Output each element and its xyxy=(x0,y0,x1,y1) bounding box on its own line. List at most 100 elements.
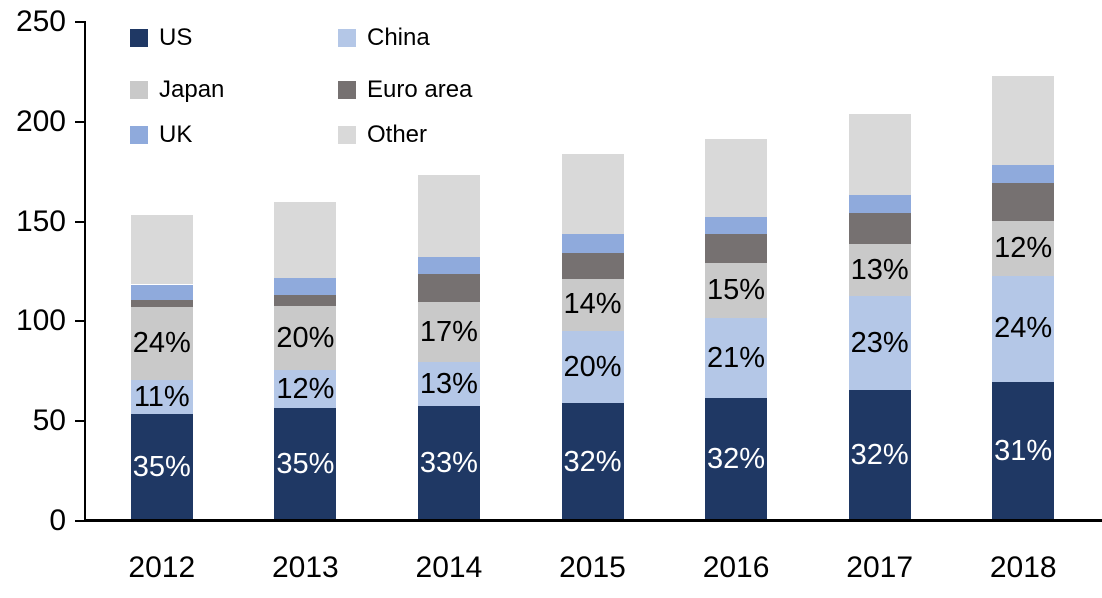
segment-percentage-label: 17% xyxy=(419,315,478,348)
x-axis-line xyxy=(84,519,1102,522)
bar-segment-japan: 12% xyxy=(992,220,1055,276)
bar-group-2017: 32% 23% 13% xyxy=(848,22,911,521)
bar-segment-uk xyxy=(274,277,337,296)
bar-segment-us: 32% xyxy=(561,403,624,521)
bar-segment-japan: 24% xyxy=(130,307,193,381)
segment-percentage-label: 32% xyxy=(707,443,766,476)
bar-segment-china: 11% xyxy=(130,380,193,415)
bar-group-2013: 35% 12% 20% xyxy=(274,22,337,521)
bar-segment-other xyxy=(561,153,624,234)
bar-segment-euro-area xyxy=(992,182,1055,221)
bar-segment-japan: 20% xyxy=(274,306,337,371)
bar-segment-uk xyxy=(561,233,624,253)
segment-percentage-label: 23% xyxy=(850,326,909,359)
bar-segment-euro-area xyxy=(417,273,480,303)
y-axis-line xyxy=(84,21,86,522)
bar-segment-japan: 15% xyxy=(705,262,768,319)
segment-percentage-label: 32% xyxy=(850,439,909,472)
segment-percentage-label: 24% xyxy=(994,312,1053,345)
segment-percentage-label: 31% xyxy=(994,435,1053,468)
bar-segment-uk xyxy=(705,216,768,234)
legend-item-us: US xyxy=(130,25,192,51)
y-tick-mark xyxy=(75,120,85,123)
segment-percentage-label: 20% xyxy=(563,350,622,383)
bar-segment-china: 23% xyxy=(848,296,911,391)
y-tick-mark xyxy=(75,420,85,423)
y-tick-label: 50 xyxy=(32,404,66,438)
x-tick-label-2013: 2013 xyxy=(271,551,339,584)
y-tick-mark xyxy=(75,320,85,323)
bar-segment-euro-area xyxy=(705,233,768,263)
bar-segment-other xyxy=(848,113,911,195)
y-tick-label: 250 xyxy=(15,5,66,38)
bar-segment-other xyxy=(130,214,193,285)
legend-swatch-icon xyxy=(338,126,356,144)
segment-percentage-label: 11% xyxy=(133,380,190,413)
bar-group-2014: 33% 13% 17% xyxy=(417,22,480,521)
bar-segment-us: 32% xyxy=(848,390,911,521)
segment-percentage-label: 21% xyxy=(707,341,766,374)
bar-group-2012: 35% 11% 24% xyxy=(130,22,193,521)
bar-segment-euro-area xyxy=(561,252,624,279)
bar-segment-uk xyxy=(417,256,480,274)
bar-segment-us: 32% xyxy=(705,398,768,521)
x-tick-label-2018: 2018 xyxy=(989,551,1057,584)
segment-percentage-label: 24% xyxy=(132,327,191,360)
legend-item-japan: Japan xyxy=(130,77,224,103)
y-tick-label: 100 xyxy=(15,304,66,338)
legend-label: China xyxy=(367,24,430,51)
legend-item-euro-area: Euro area xyxy=(338,77,472,103)
y-tick-label: 200 xyxy=(15,104,66,138)
legend-swatch-icon xyxy=(130,29,148,47)
y-tick-label: 0 xyxy=(49,504,66,537)
bar-segment-euro-area xyxy=(274,295,337,307)
x-tick-label-2016: 2016 xyxy=(702,551,770,584)
segment-percentage-label: 14% xyxy=(563,288,622,321)
legend-label: Euro area xyxy=(367,76,473,103)
bar-group-2016: 32% 21% 15% xyxy=(705,22,768,521)
bar-segment-japan: 13% xyxy=(848,243,911,297)
legend: US China Japan Euro area UK Other xyxy=(0,0,560,160)
bar-segment-china: 20% xyxy=(561,331,624,404)
legend-swatch-icon xyxy=(338,81,356,99)
legend-label: US xyxy=(159,24,193,51)
bar-segment-china: 12% xyxy=(274,370,337,409)
segment-percentage-label: 35% xyxy=(276,448,335,481)
plot-area: 35% 11% 24% 35% 12% 20% 33% 13% 17% 32% 20% 14% 32% 2… xyxy=(90,22,1095,521)
bar-segment-japan: 14% xyxy=(561,278,624,332)
x-tick-label-2017: 2017 xyxy=(846,551,914,584)
bar-segment-euro-area xyxy=(848,212,911,244)
legend-item-uk: UK xyxy=(130,122,192,148)
bar-segment-euro-area xyxy=(130,300,193,308)
bar-segment-other xyxy=(705,138,768,217)
bar-segment-other xyxy=(417,174,480,257)
bar-segment-us: 33% xyxy=(417,406,480,521)
bar-segment-china: 24% xyxy=(992,275,1055,383)
segment-percentage-label: 12% xyxy=(276,372,335,405)
bar-segment-uk xyxy=(992,164,1055,183)
legend-swatch-icon xyxy=(338,29,356,47)
legend-item-china: China xyxy=(338,25,430,51)
legend-swatch-icon xyxy=(130,81,148,99)
bar-segment-us: 35% xyxy=(130,414,193,521)
bar-segment-china: 13% xyxy=(417,362,480,407)
y-tick-label: 150 xyxy=(15,204,66,238)
bar-segment-china: 21% xyxy=(705,318,768,399)
bar-segment-other xyxy=(992,75,1055,165)
segment-percentage-label: 12% xyxy=(994,231,1053,264)
segment-percentage-label: 13% xyxy=(419,367,478,400)
legend-label: UK xyxy=(159,121,193,148)
segment-percentage-label: 33% xyxy=(419,447,478,480)
y-tick-mark xyxy=(75,520,85,522)
segment-percentage-label: 13% xyxy=(850,253,909,286)
bar-segment-uk xyxy=(130,284,193,301)
x-tick-label-2014: 2014 xyxy=(415,551,483,584)
bar-group-2018: 31% 24% 12% xyxy=(992,22,1055,521)
legend-item-other: Other xyxy=(338,122,427,148)
bar-segment-other xyxy=(274,201,337,278)
bar-segment-uk xyxy=(848,194,911,213)
segment-percentage-label: 15% xyxy=(707,273,766,306)
segment-percentage-label: 32% xyxy=(563,445,622,478)
y-tick-mark xyxy=(75,21,85,23)
